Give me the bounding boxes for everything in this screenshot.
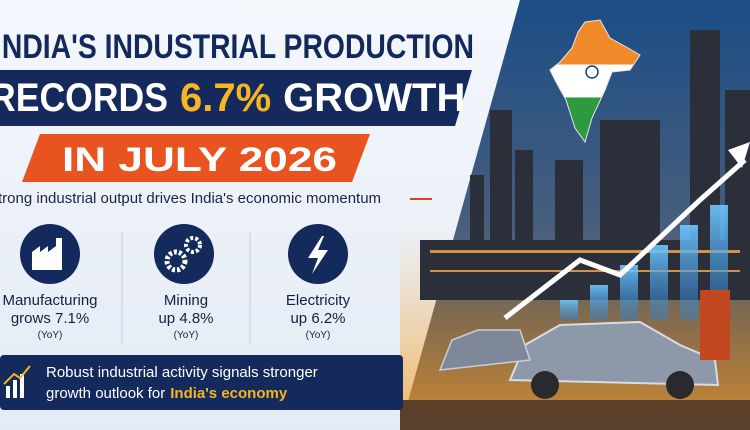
india-map [549,19,641,144]
car-frame [508,320,720,387]
chart-bar [560,300,578,320]
gear-icon [164,249,188,273]
chart-bar [650,245,668,320]
subtitle: Strong industrial output drives India's … [0,190,381,207]
chart-bar [680,225,698,320]
stat-note: (YoY) [174,330,199,341]
footer-line1: Robust industrial activity signals stron… [46,364,318,381]
icon-bar [6,386,10,398]
bolt-icon [308,236,328,274]
tower [490,110,512,280]
stat-mining: Mining up 4.8% (YoY) [154,224,214,341]
stat-value: up 6.2% [290,310,345,327]
headline-highlight: 6.7% [180,76,271,120]
wheel [666,371,694,399]
stat-manufacturing: Manufacturing grows 7.1% (YoY) [2,224,98,341]
robot-arm [700,290,730,360]
stat-label: Electricity [286,292,351,309]
chart-bar [590,285,608,320]
gear-icon [184,236,202,254]
icon-arrow [3,365,31,385]
stat-value: up 4.8% [158,310,213,327]
wheel [531,371,559,399]
light-strip [430,270,740,272]
date-banner [22,134,370,182]
factory-icon [32,238,62,270]
footer-banner [0,355,403,410]
stat-electricity: Electricity up 6.2% (YoY) [286,224,351,341]
car-frame [438,329,532,371]
plant-lights [430,250,740,272]
icon-bar [13,380,17,398]
trend-arrow [503,158,747,320]
assembly-line [400,400,750,430]
arrow-head [728,142,750,168]
stat-label: Manufacturing [2,292,97,309]
stat-icon [154,224,214,284]
footer-line2: growth outlook for India's economy [46,385,288,402]
footer-text: growth outlook for [46,385,165,402]
headline-banner [0,70,472,126]
footer-highlight: India's economy [170,385,288,402]
stat-value: grows 7.1% [11,310,89,327]
chakra [585,65,599,79]
headline-text: GROWTH [283,76,465,120]
chart-bar [620,265,638,320]
headline-line3: IN JULY 2026 [62,141,337,179]
stat-note: (YoY) [38,330,63,341]
car-frames [400,290,750,430]
stat-note: (YoY) [306,330,331,341]
headline-line1: INDIA'S INDUSTRIAL PRODUCTION [0,28,474,66]
footer-icon [3,365,31,398]
icon-bar [20,374,24,398]
headline-line2: RECORDS 6.7% GROWTH [0,76,465,120]
headline-text: RECORDS [0,76,168,120]
stat-label: Mining [164,292,208,309]
light-strip [430,250,740,253]
